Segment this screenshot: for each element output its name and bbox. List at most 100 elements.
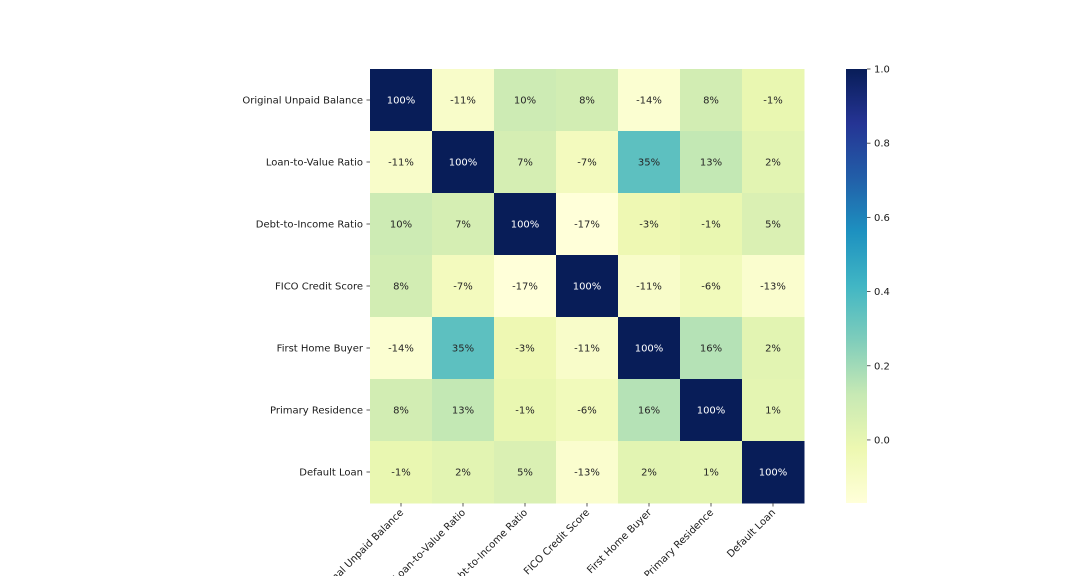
cell-value-label: -17% xyxy=(512,282,538,293)
heatmap-cell-r4-c5 xyxy=(680,317,743,380)
heatmap-cell-r0-c5 xyxy=(680,69,743,132)
cell-value-label: -11% xyxy=(450,96,476,107)
column-label-original-unpaid-balance: Original Unpaid Balance xyxy=(313,507,406,576)
column-label-primary-residence: Primary Residence xyxy=(643,507,717,576)
cell-value-label: -6% xyxy=(577,406,596,417)
heatmap-cell-r4-c1 xyxy=(432,317,495,380)
cell-value-label: 100% xyxy=(511,220,540,231)
heatmap-cell-r1-c5 xyxy=(680,131,743,194)
cell-value-label: -13% xyxy=(574,468,600,479)
column-label-default-loan: Default Loan xyxy=(725,507,778,560)
heatmap-cell-r1-c6 xyxy=(742,131,805,194)
cell-annotations: 100% -11% 10% 8% -14% 8% -1% -11% 100% 7% -7% 35% 13… xyxy=(387,96,788,479)
cell-value-label: 100% xyxy=(573,282,602,293)
heatmap-cell-r4-c3 xyxy=(556,317,619,380)
colorbar-tick-label: 0.2 xyxy=(874,361,890,372)
cell-value-label: -3% xyxy=(515,344,534,355)
heatmap-cell-r2-c5 xyxy=(680,193,743,256)
heatmap-cell-r5-c2 xyxy=(494,379,557,442)
row-labels: Original Unpaid Balance Loan-to-Value Rat… xyxy=(242,96,370,479)
heatmap-cell-r5-c4 xyxy=(618,379,681,442)
cell-value-label: 5% xyxy=(517,468,533,479)
heatmap-cell-r3-c5 xyxy=(680,255,743,318)
cell-value-label: -7% xyxy=(577,158,596,169)
cell-value-label: 100% xyxy=(635,344,664,355)
cell-value-label: -13% xyxy=(760,282,786,293)
cell-value-label: 8% xyxy=(393,406,409,417)
heatmap-cell-r6-c0 xyxy=(370,441,433,504)
heatmap-cell-r0-c0 xyxy=(370,69,433,132)
heatmap-cell-r2-c1 xyxy=(432,193,495,256)
cell-value-label: -1% xyxy=(701,220,720,231)
cell-value-label: 2% xyxy=(765,158,781,169)
cell-value-label: -11% xyxy=(388,158,414,169)
cell-value-label: -7% xyxy=(453,282,472,293)
cell-value-label: -11% xyxy=(574,344,600,355)
cell-value-label: -17% xyxy=(574,220,600,231)
cell-value-label: 8% xyxy=(579,96,595,107)
heatmap-cell-r6-c3 xyxy=(556,441,619,504)
cell-value-label: 16% xyxy=(700,344,722,355)
cell-value-label: -14% xyxy=(636,96,662,107)
heatmap-cell-r2-c4 xyxy=(618,193,681,256)
cell-value-label: 10% xyxy=(390,220,412,231)
heatmap-cell-r1-c2 xyxy=(494,131,557,194)
heatmap-cell-r0-c4 xyxy=(618,69,681,132)
heatmap-cell-r5-c1 xyxy=(432,379,495,442)
heatmap-cell-r6-c6 xyxy=(742,441,805,504)
heatmap-cell-r6-c5 xyxy=(680,441,743,504)
heatmap-cell-r2-c3 xyxy=(556,193,619,256)
row-label-original-unpaid-balance: Original Unpaid Balance xyxy=(242,96,363,107)
heatmap-cell-r6-c1 xyxy=(432,441,495,504)
cell-value-label: -11% xyxy=(636,282,662,293)
heatmap-cell-r4-c0 xyxy=(370,317,433,380)
cell-value-label: 2% xyxy=(641,468,657,479)
cell-value-label: -14% xyxy=(388,344,414,355)
colorbar-tick-label: 0.6 xyxy=(874,213,890,224)
colorbar-tick-label: 1.0 xyxy=(874,65,890,76)
row-label-default-loan: Default Loan xyxy=(299,468,363,479)
cell-value-label: 10% xyxy=(514,96,536,107)
cell-value-label: 8% xyxy=(703,96,719,107)
heatmap-cell-r5-c3 xyxy=(556,379,619,442)
cell-value-label: 1% xyxy=(765,406,781,417)
column-label-fico-credit-score: FICO Credit Score xyxy=(522,507,592,576)
heatmap-cell-r3-c2 xyxy=(494,255,557,318)
cell-value-label: 100% xyxy=(449,158,478,169)
heatmap-cell-r2-c2 xyxy=(494,193,557,256)
cell-value-label: 2% xyxy=(765,344,781,355)
heatmap-cell-r1-c3 xyxy=(556,131,619,194)
heatmap-cell-r3-c3 xyxy=(556,255,619,318)
colorbar-ticks: 0.0 0.2 0.4 0.6 0.8 1.0 xyxy=(867,65,890,446)
heatmap-cell-r4-c6 xyxy=(742,317,805,380)
row-label-loan-to-value-ratio: Loan-to-Value Ratio xyxy=(266,158,363,169)
heatmap-cell-r0-c2 xyxy=(494,69,557,132)
heatmap-cell-r6-c4 xyxy=(618,441,681,504)
heatmap-cell-r3-c0 xyxy=(370,255,433,318)
heatmap-cell-r1-c4 xyxy=(618,131,681,194)
heatmap-cell-r5-c5 xyxy=(680,379,743,442)
heatmap-cell-r4-c4 xyxy=(618,317,681,380)
heatmap-cell-r0-c3 xyxy=(556,69,619,132)
row-label-primary-residence: Primary Residence xyxy=(270,406,363,417)
heatmap-cell-r3-c6 xyxy=(742,255,805,318)
row-label-debt-to-income-ratio: Debt-to-Income Ratio xyxy=(256,220,363,231)
heatmap-cell-r2-c6 xyxy=(742,193,805,256)
cell-value-label: 100% xyxy=(697,406,726,417)
cell-value-label: -1% xyxy=(763,96,782,107)
heatmap-cell-r3-c1 xyxy=(432,255,495,318)
cell-value-label: -6% xyxy=(701,282,720,293)
row-label-first-home-buyer: First Home Buyer xyxy=(277,344,364,355)
cell-value-label: 16% xyxy=(638,406,660,417)
heatmap-cell-r0-c1 xyxy=(432,69,495,132)
heatmap-cell-r5-c6 xyxy=(742,379,805,442)
colorbar-gradient xyxy=(846,69,867,503)
cell-value-label: 2% xyxy=(455,468,471,479)
colorbar: 0.0 0.2 0.4 0.6 0.8 1.0 xyxy=(846,65,890,503)
cell-value-label: -3% xyxy=(639,220,658,231)
colorbar-tick-label: 0.4 xyxy=(874,287,890,298)
cell-value-label: 35% xyxy=(452,344,474,355)
heatmap-cell-r4-c2 xyxy=(494,317,557,380)
